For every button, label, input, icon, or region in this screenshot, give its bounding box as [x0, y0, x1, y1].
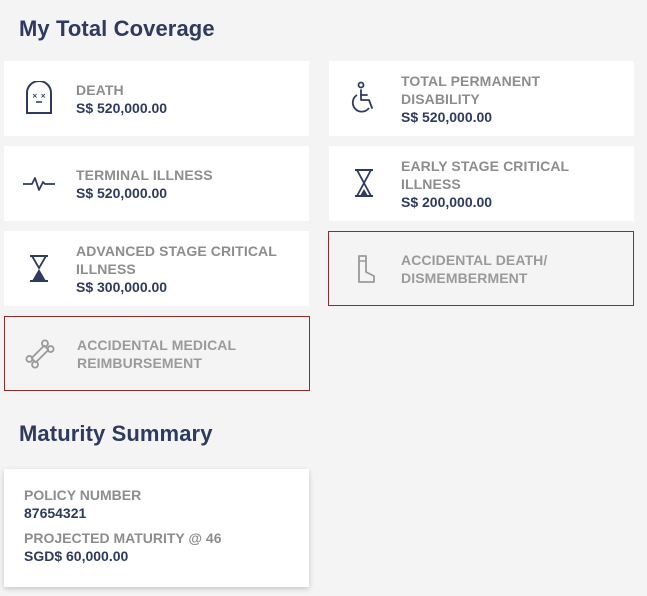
maturity-summary-card: POLICY NUMBER 87654321 PROJECTED MATURIT…	[4, 469, 309, 587]
hourglass-empty-icon	[355, 169, 373, 197]
coverage-card-accidental-medical-reimbursement[interactable]: ACCIDENTAL MEDICAL REIMBURSEMENT	[4, 316, 310, 391]
coverage-amount: S$ 300,000.00	[76, 278, 168, 295]
coverage-card-total-permanent-disability[interactable]: TOTAL PERMANENT DISABILITY S$ 520,000.00	[329, 61, 634, 136]
coverage-card-death[interactable]: × × DEATH S$ 520,000.00	[4, 61, 309, 136]
svg-text:× ×: × ×	[32, 92, 46, 100]
coverage-title: My Total Coverage	[19, 16, 215, 41]
coverage-label: ADVANCED STAGE CRITICAL ILLNESS	[76, 242, 277, 277]
coverage-amount: S$ 200,000.00	[401, 193, 493, 210]
coverage-label: EARLY STAGE CRITICAL ILLNESS	[401, 157, 569, 192]
hourglass-full-icon	[30, 255, 48, 282]
coverage-amount: S$ 520,000.00	[76, 184, 168, 201]
coverage-label: TOTAL PERMANENT DISABILITY	[401, 72, 541, 107]
coverage-card-accidental-death-dismemberment[interactable]: ACCIDENTAL DEATH/ DISMEMBERMENT	[328, 231, 634, 306]
policy-number-value: 87654321	[24, 505, 87, 521]
coverage-label: ACCIDENTAL DEATH/ DISMEMBERMENT	[401, 251, 548, 286]
heartbeat-icon	[23, 177, 55, 191]
coverage-label: DEATH	[76, 81, 124, 98]
coverage-label: ACCIDENTAL MEDICAL REIMBURSEMENT	[77, 336, 236, 371]
coverage-amount: S$ 520,000.00	[76, 99, 168, 116]
leg-cast-icon	[358, 255, 375, 283]
projected-maturity-value: SGD$ 60,000.00	[24, 548, 129, 564]
maturity-title: Maturity Summary	[19, 421, 213, 446]
coverage-card-advanced-stage-critical-illness[interactable]: ADVANCED STAGE CRITICAL ILLNESS S$ 300,0…	[4, 231, 309, 306]
projected-maturity-label: PROJECTED MATURITY @ 46	[24, 530, 222, 546]
wheelchair-icon	[351, 81, 373, 113]
policy-number-label: POLICY NUMBER	[24, 487, 142, 503]
coverage-label: TERMINAL ILLNESS	[76, 166, 213, 183]
coverage-amount: S$ 520,000.00	[401, 108, 493, 125]
coverage-card-early-stage-critical-illness[interactable]: EARLY STAGE CRITICAL ILLNESS S$ 200,000.…	[329, 146, 634, 221]
tombstone-icon: × ×	[26, 81, 52, 114]
coverage-card-terminal-illness[interactable]: TERMINAL ILLNESS S$ 520,000.00	[4, 146, 309, 221]
bone-icon	[25, 339, 55, 369]
